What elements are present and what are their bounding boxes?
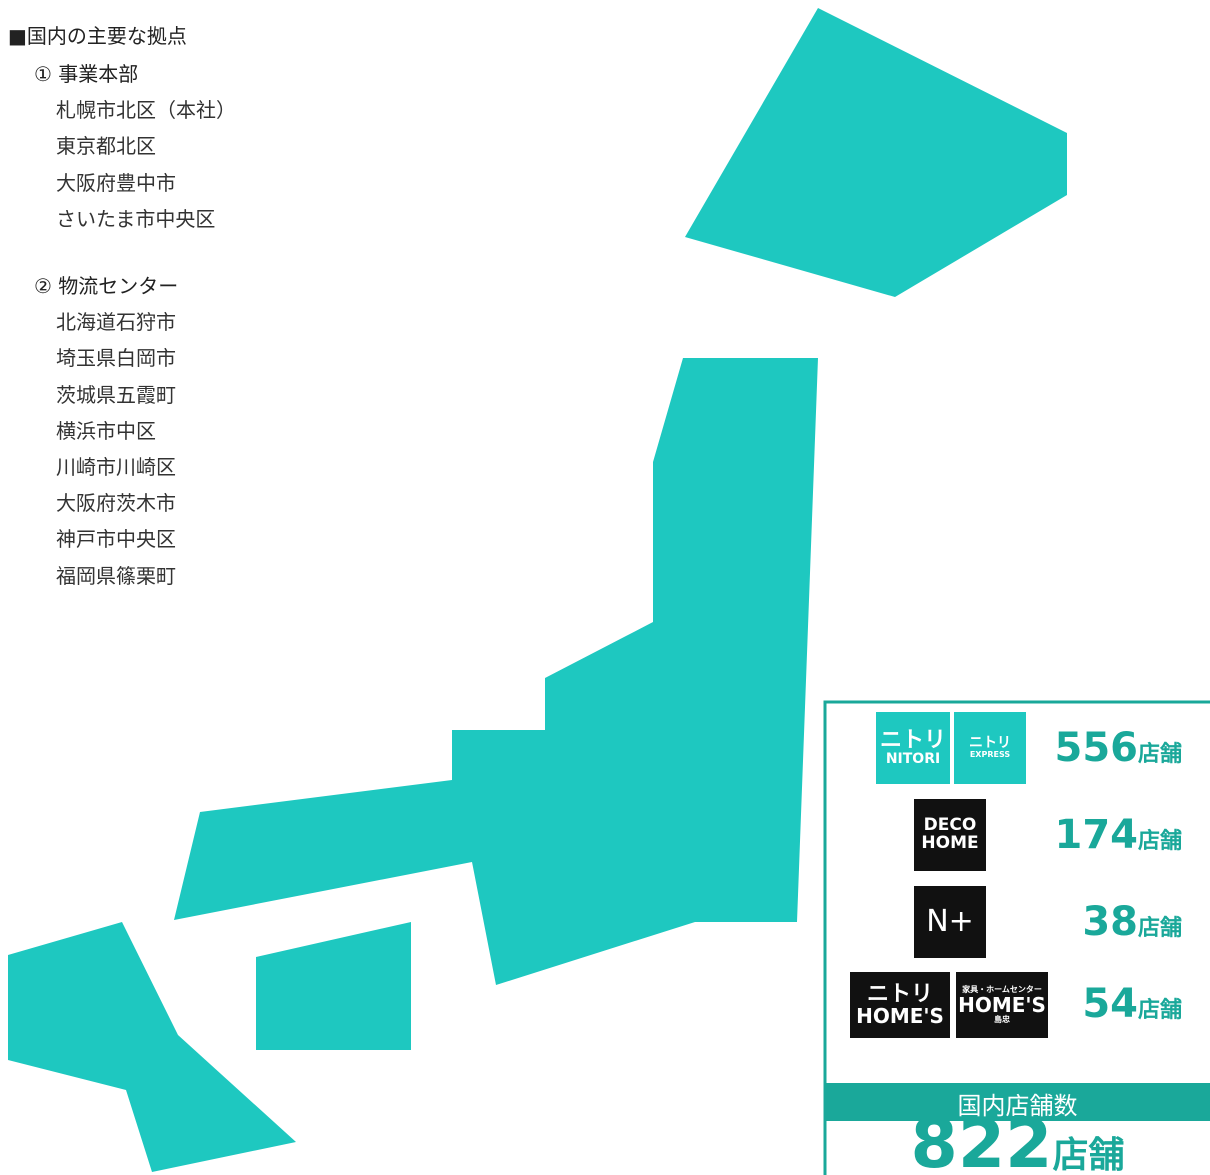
logo-text: DECO — [923, 815, 977, 836]
store-count: 174店舗 — [1054, 812, 1182, 858]
count-number: 54 — [1082, 981, 1138, 1027]
logo-text: HOME'S — [856, 1004, 944, 1029]
location: 茨城県五霞町 — [56, 382, 176, 407]
location: 横浜市中区 — [56, 418, 156, 443]
honshu — [174, 358, 818, 985]
shikoku — [256, 922, 411, 1050]
logo-text: 島忠 — [994, 1014, 1010, 1024]
total-number: 822 — [910, 1105, 1053, 1175]
count-unit: 店舗 — [1137, 829, 1182, 854]
panel-border — [823, 700, 1210, 1175]
total-band — [825, 1083, 1210, 1121]
count-number: 38 — [1082, 899, 1138, 945]
logo-text: N+ — [926, 904, 974, 940]
total-label: 国内店舗数 — [957, 1092, 1078, 1120]
location: 川崎市川崎区 — [56, 455, 176, 479]
location: 大阪府茨木市 — [56, 491, 176, 516]
location: 大阪府豊中市 — [56, 170, 176, 195]
count-unit: 店舗 — [1137, 916, 1182, 941]
brand-logo: DECO HOME — [914, 799, 986, 871]
brand-logo: ニトリ EXPRESS — [954, 712, 1026, 784]
location: 神戸市中央区 — [56, 527, 176, 552]
total-unit: 店舗 — [1052, 1135, 1125, 1175]
logo-text: EXPRESS — [969, 750, 1011, 760]
brand-logo: 家具・ホームセンター HOME'S 島忠 — [956, 972, 1048, 1038]
section-heading: ② 物流センター — [34, 274, 179, 298]
logo-text: ニトリ — [969, 735, 1011, 752]
title: ■国内の主要な拠点 — [8, 24, 187, 48]
brand-logo: N+ — [914, 886, 986, 958]
count-number: 174 — [1054, 812, 1138, 858]
logo-text: ニトリ — [866, 981, 933, 1007]
logo-text: HOME — [921, 833, 979, 853]
store-count: 54店舗 — [1082, 981, 1182, 1027]
kyushu — [8, 922, 296, 1172]
hokkaido — [685, 8, 1067, 297]
location: 埼玉県白岡市 — [56, 346, 176, 371]
location: 北海道石狩市 — [56, 310, 176, 335]
total-count: 822店舗 — [825, 1105, 1210, 1175]
brand-logo: ニトリ HOME'S — [850, 972, 950, 1038]
logo-text: ニトリ — [879, 728, 946, 754]
store-count: 38店舗 — [1082, 899, 1182, 945]
location: 福岡県篠栗町 — [56, 563, 176, 588]
location: 札幌市北区（本社） — [56, 98, 236, 123]
count-unit: 店舗 — [1137, 998, 1182, 1023]
location: さいたま市中央区 — [56, 206, 216, 231]
count-number: 556 — [1054, 725, 1138, 771]
location: 東京都北区 — [56, 134, 156, 159]
count-unit: 店舗 — [1137, 742, 1182, 767]
brand-logo: ニトリ NITORI — [876, 712, 950, 784]
logo-text: NITORI — [885, 751, 941, 768]
store-count: 556店舗 — [1054, 725, 1182, 771]
logo-text: 家具・ホームセンター — [962, 985, 1042, 995]
section-heading: ① 事業本部 — [34, 62, 139, 86]
logo-text: HOME'S — [958, 992, 1046, 1017]
